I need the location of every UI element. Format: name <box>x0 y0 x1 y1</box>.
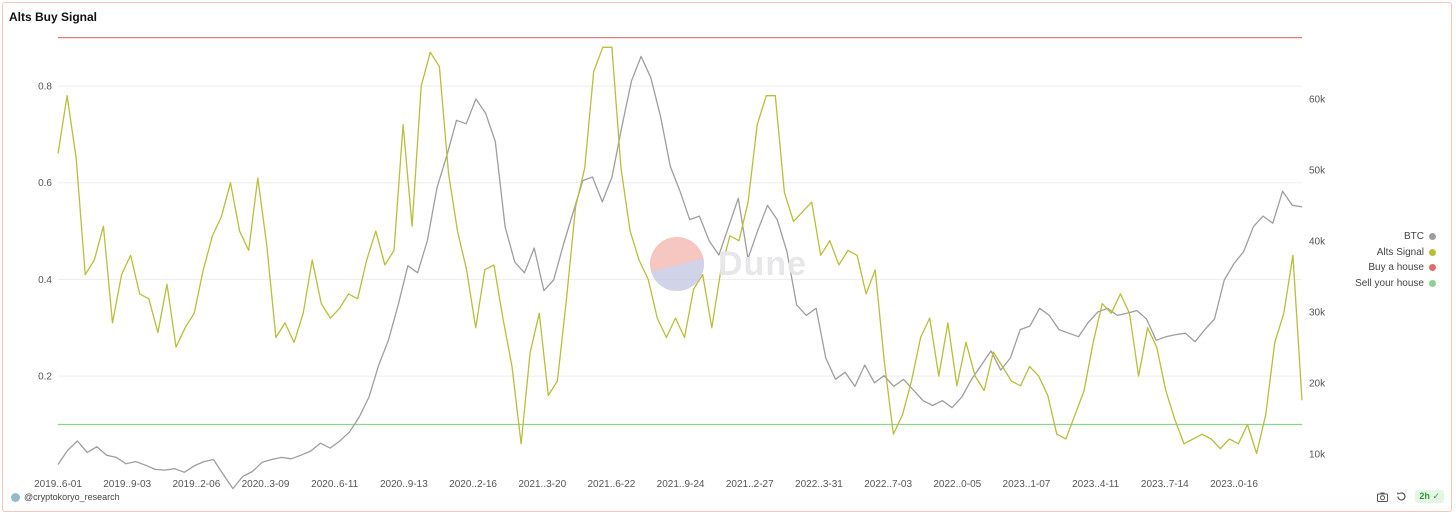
x-tick-label: 2019..2-06 <box>172 479 220 490</box>
x-tick-label: 2019..9-03 <box>103 479 151 490</box>
author-name: @cryptokoryo_research <box>24 492 120 502</box>
legend-label: BTC <box>1404 231 1424 243</box>
left-axis: 0.2 0.4 0.6 0.8 <box>38 82 52 383</box>
x-tick-label: 2022..3-31 <box>795 479 843 490</box>
series-lines <box>57 46 1303 490</box>
right-tick-label: 20k <box>1309 378 1326 389</box>
camera-icon[interactable] <box>1377 491 1389 502</box>
left-tick-label: 0.2 <box>38 372 52 383</box>
x-tick-label: 2021..2-27 <box>726 479 774 490</box>
legend: BTC Alts Signal Buy a house Sell your house <box>1355 229 1436 291</box>
legend-swatch <box>1429 279 1436 287</box>
alts-signal-series-line <box>57 46 1303 455</box>
legend-swatch <box>1429 248 1436 256</box>
legend-item[interactable]: Sell your house <box>1355 276 1436 292</box>
x-tick-label: 2019..6-01 <box>34 479 82 490</box>
x-tick-label: 2020..2-16 <box>449 479 497 490</box>
chart-title: Alts Buy Signal <box>9 10 98 24</box>
refresh-interval-badge[interactable]: 2h ✓ <box>1415 490 1444 503</box>
refresh-interval-label: 2h <box>1419 491 1430 501</box>
left-tick-label: 0.8 <box>38 82 52 93</box>
dune-watermark: Dune <box>650 237 807 291</box>
right-axis: 10k 20k 30k 40k 50k 60k <box>1309 94 1326 460</box>
watermark-text: Dune <box>718 244 807 283</box>
x-tick-label: 2023..4-11 <box>1072 479 1120 490</box>
dune-logo-icon <box>650 237 704 291</box>
x-tick-label: 2023..1-07 <box>1003 479 1051 490</box>
left-tick-label: 0.4 <box>38 275 52 286</box>
left-tick-label: 0.6 <box>38 178 52 189</box>
x-tick-label: 2023..7-14 <box>1141 479 1189 490</box>
legend-item[interactable]: BTC <box>1355 229 1436 245</box>
legend-item[interactable]: Buy a house <box>1355 260 1436 276</box>
legend-swatch <box>1429 233 1436 241</box>
legend-label: Alts Signal <box>1376 246 1424 258</box>
x-tick-label: 2022..0-05 <box>933 479 981 490</box>
x-tick-label: 2021..3-20 <box>518 479 566 490</box>
x-tick-label: 2022..7-03 <box>864 479 912 490</box>
x-tick-label: 2023..0-16 <box>1210 479 1258 490</box>
avatar <box>11 492 20 502</box>
check-circle-icon: ✓ <box>1432 491 1440 501</box>
legend-item[interactable]: Alts Signal <box>1355 245 1436 261</box>
legend-label: Buy a house <box>1368 262 1424 274</box>
x-axis: 2019..6-01 2019..9-03 2019..2-06 2020..3-09… <box>34 479 1258 490</box>
x-tick-label: 2021..9-24 <box>657 479 705 490</box>
btc-series-line <box>57 55 1303 490</box>
x-tick-label: 2020..3-09 <box>242 479 290 490</box>
x-tick-label: 2020..9-13 <box>380 479 428 490</box>
right-tick-label: 60k <box>1309 94 1326 105</box>
threshold-lines <box>58 37 1302 426</box>
right-tick-label: 40k <box>1309 236 1326 247</box>
footer-author[interactable]: @cryptokoryo_research <box>11 492 120 502</box>
legend-swatch <box>1429 264 1436 272</box>
right-tick-label: 30k <box>1309 307 1326 318</box>
refresh-icon[interactable] <box>1396 491 1407 502</box>
right-tick-label: 10k <box>1309 449 1326 460</box>
x-tick-label: 2021..6-22 <box>587 479 635 490</box>
right-tick-label: 50k <box>1309 165 1326 176</box>
footer-tools: 2h ✓ <box>1377 490 1444 503</box>
x-tick-label: 2020..6-11 <box>311 479 359 490</box>
legend-label: Sell your house <box>1355 277 1424 289</box>
grid-lines <box>58 85 1302 377</box>
